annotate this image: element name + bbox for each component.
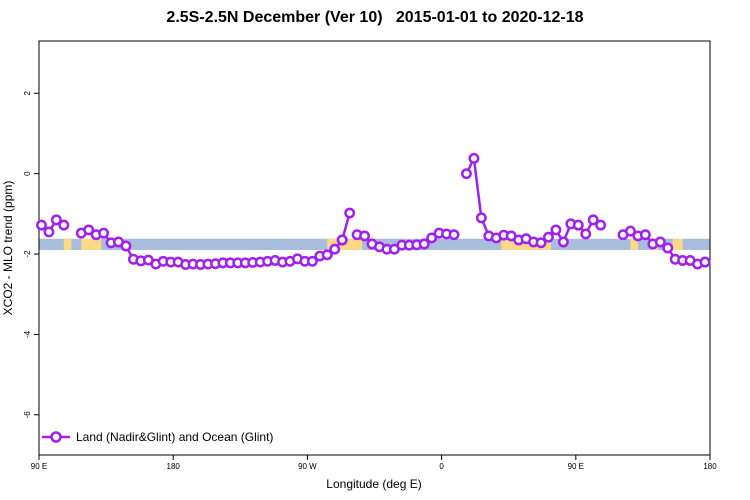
legend-marker: [50, 431, 62, 443]
land-band-segment: [501, 238, 551, 251]
land-band-segment: [672, 238, 683, 251]
data-point: [580, 228, 592, 240]
data-point: [550, 224, 562, 236]
legend: Land (Nadir&Glint) and Ocean (Glint): [42, 430, 273, 444]
series-layer: [36, 152, 711, 270]
x-axis-label: Longitude (deg E): [326, 477, 421, 491]
data-point: [654, 236, 666, 248]
y-tick-label: 2: [23, 90, 32, 95]
land-band-segment: [63, 238, 72, 251]
series-line: [465, 157, 602, 245]
data-point: [418, 238, 430, 250]
land-band-segment: [630, 238, 638, 251]
data-point: [83, 224, 95, 236]
plot-frame: [38, 40, 711, 456]
x-tick-label: 180: [703, 462, 717, 471]
data-point: [344, 207, 356, 219]
data-point: [543, 231, 554, 243]
y-tick-label: 0: [23, 171, 32, 176]
data-point: [587, 214, 599, 226]
x-tick-label: 180: [167, 462, 181, 471]
data-point: [359, 230, 371, 242]
data-point: [699, 256, 711, 268]
data-point: [321, 249, 333, 261]
data-point: [662, 242, 674, 254]
data-point: [572, 219, 584, 231]
data-point: [426, 232, 438, 244]
x-tick-label: 90 E: [568, 462, 584, 471]
data-point: [336, 234, 348, 246]
data-point: [36, 219, 47, 231]
data-point: [98, 227, 110, 239]
data-point: [306, 255, 318, 267]
data-point: [468, 152, 480, 164]
x-axis: 90 E 180 90 W 0 90 E 180: [31, 455, 717, 471]
x-tick-label: 90 W: [298, 462, 317, 471]
y-tick-label: -2: [23, 250, 32, 258]
chart-title: 2.5S-2.5N December (Ver 10) 2015-01-01 t…: [166, 9, 584, 26]
y-tick-label: -4: [23, 330, 32, 338]
data-point: [50, 214, 62, 226]
data-point: [329, 243, 341, 255]
data-point: [639, 229, 651, 241]
x-tick-label: 90 E: [31, 462, 47, 471]
x-tick-label: 0: [439, 462, 444, 471]
data-point: [58, 219, 70, 231]
data-point: [120, 240, 132, 252]
legend-label: Land (Nadir&Glint) and Ocean (Glint): [76, 430, 273, 444]
data-point: [535, 237, 547, 249]
data-point: [625, 225, 636, 237]
y-axis-label: XCO2 - MLO trend (ppm): [1, 181, 15, 316]
data-point: [557, 236, 569, 248]
land-band-segment: [81, 238, 102, 251]
data-point: [43, 226, 55, 238]
data-point: [461, 168, 472, 180]
y-axis: -6 -4 -2 0 2: [23, 90, 39, 418]
data-point: [475, 212, 487, 224]
data-point: [595, 219, 607, 231]
y-tick-label: -6: [23, 411, 32, 419]
data-point: [448, 229, 460, 241]
